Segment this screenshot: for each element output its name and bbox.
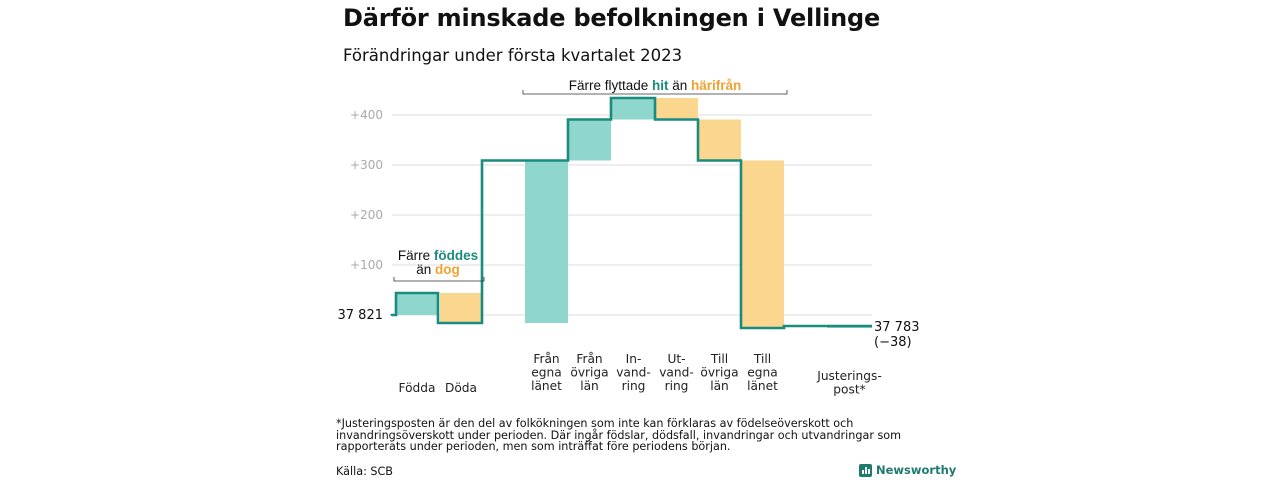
bar-5	[612, 98, 655, 120]
bar-3	[525, 160, 568, 323]
category-label: post*	[833, 383, 865, 397]
category-label: Till	[753, 352, 771, 366]
annotation-birth-death-line2: än dog	[416, 262, 460, 277]
category-label: Döda	[445, 381, 477, 395]
bar-4	[568, 119, 611, 161]
bar-1	[396, 293, 438, 315]
annotation-bracket	[522, 90, 788, 95]
category-label: länet	[747, 379, 778, 393]
chart-subtitle: Förändringar under första kvartalet 2023	[343, 46, 683, 65]
category-label: Ut-	[667, 352, 685, 366]
category-label: vand-	[659, 366, 694, 380]
category-label: övriga	[700, 366, 738, 380]
footnote: *Justeringsposten är den del av folkökni…	[336, 417, 902, 453]
category-label: egna	[531, 366, 561, 380]
category-label: Födda	[399, 381, 436, 395]
brand-name: Newsworthy	[876, 463, 957, 477]
end-change-label: (−38)	[874, 335, 912, 350]
annotation-birth-death-line1: Färre föddes	[398, 248, 478, 263]
category-label: ring	[622, 379, 646, 393]
bar-7	[698, 119, 741, 161]
category-label: län	[710, 379, 729, 393]
category-label: länet	[531, 379, 562, 393]
annotation-bracket	[393, 277, 485, 282]
start-value-label: 37 821	[338, 308, 384, 323]
category-label: Från	[576, 352, 602, 366]
category-label: övriga	[570, 366, 608, 380]
category-label: Justerings-	[816, 369, 882, 383]
bar-8	[741, 160, 784, 328]
category-label: In-	[626, 352, 642, 366]
newsworthy-icon	[859, 463, 872, 477]
annotation-migration: Färre flyttade hit än härifrån	[569, 78, 742, 93]
y-tick-label: +400	[350, 108, 383, 122]
bar-6	[655, 98, 698, 120]
waterfall-step-line	[390, 96, 872, 330]
y-tick-label: +100	[350, 258, 383, 272]
chart-title: Därför minskade befolkningen i Vellinge	[343, 4, 881, 32]
category-label: vand-	[616, 366, 651, 380]
category-label: egna	[747, 366, 777, 380]
category-label: Till	[710, 352, 728, 366]
brand-logo: Newsworthy	[859, 463, 956, 477]
y-tick-label: +300	[350, 158, 383, 172]
category-label: Från	[533, 352, 559, 366]
source-label: Källa: SCB	[336, 465, 393, 478]
bar-2	[440, 293, 482, 323]
y-tick-label: +200	[350, 208, 383, 222]
end-value-label: 37 783	[874, 320, 920, 335]
category-label: ring	[665, 379, 689, 393]
category-label: län	[580, 379, 599, 393]
